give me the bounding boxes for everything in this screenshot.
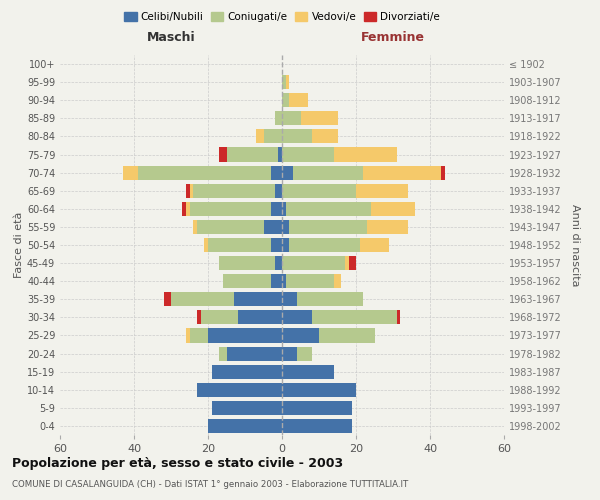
- Bar: [397, 310, 400, 324]
- Bar: [282, 93, 289, 108]
- Bar: [286, 202, 371, 216]
- Bar: [275, 112, 282, 126]
- Bar: [204, 238, 208, 252]
- Bar: [441, 166, 445, 179]
- Bar: [282, 364, 334, 378]
- Text: Maschi: Maschi: [146, 31, 196, 44]
- Bar: [271, 202, 282, 216]
- Y-axis label: Anni di nascita: Anni di nascita: [570, 204, 580, 286]
- Bar: [282, 184, 356, 198]
- Bar: [212, 364, 282, 378]
- Y-axis label: Fasce di età: Fasce di età: [14, 212, 24, 278]
- Bar: [289, 220, 367, 234]
- Bar: [367, 220, 408, 234]
- Bar: [282, 130, 311, 143]
- Bar: [223, 274, 271, 288]
- Bar: [193, 220, 197, 234]
- Bar: [275, 256, 282, 270]
- Bar: [282, 220, 289, 234]
- Bar: [193, 184, 275, 198]
- Bar: [334, 148, 397, 162]
- Bar: [289, 238, 360, 252]
- Bar: [182, 202, 186, 216]
- Bar: [286, 75, 289, 89]
- Text: Femmine: Femmine: [361, 31, 425, 44]
- Text: Popolazione per età, sesso e stato civile - 2003: Popolazione per età, sesso e stato civil…: [12, 458, 343, 470]
- Bar: [301, 112, 337, 126]
- Bar: [227, 148, 278, 162]
- Bar: [311, 130, 337, 143]
- Bar: [311, 310, 397, 324]
- Bar: [319, 328, 374, 342]
- Bar: [171, 292, 234, 306]
- Bar: [275, 184, 282, 198]
- Bar: [186, 328, 190, 342]
- Bar: [282, 202, 286, 216]
- Bar: [345, 256, 349, 270]
- Bar: [282, 75, 286, 89]
- Bar: [197, 220, 263, 234]
- Bar: [227, 346, 282, 360]
- Bar: [282, 112, 301, 126]
- Bar: [219, 346, 227, 360]
- Bar: [137, 166, 271, 179]
- Bar: [200, 310, 238, 324]
- Bar: [334, 274, 341, 288]
- Bar: [364, 166, 441, 179]
- Bar: [219, 148, 227, 162]
- Bar: [212, 401, 282, 415]
- Bar: [190, 184, 193, 198]
- Text: COMUNE DI CASALANGUIDA (CH) - Dati ISTAT 1° gennaio 2003 - Elaborazione TUTTITAL: COMUNE DI CASALANGUIDA (CH) - Dati ISTAT…: [12, 480, 408, 489]
- Legend: Celibi/Nubili, Coniugati/e, Vedovi/e, Divorziati/e: Celibi/Nubili, Coniugati/e, Vedovi/e, Di…: [120, 8, 444, 26]
- Bar: [186, 202, 190, 216]
- Bar: [271, 166, 282, 179]
- Bar: [282, 256, 345, 270]
- Bar: [197, 382, 282, 397]
- Bar: [282, 166, 293, 179]
- Bar: [282, 238, 289, 252]
- Bar: [186, 184, 190, 198]
- Bar: [263, 220, 282, 234]
- Bar: [164, 292, 171, 306]
- Bar: [234, 292, 282, 306]
- Bar: [278, 148, 282, 162]
- Bar: [256, 130, 263, 143]
- Bar: [286, 274, 334, 288]
- Bar: [271, 238, 282, 252]
- Bar: [208, 419, 282, 433]
- Bar: [282, 346, 297, 360]
- Bar: [123, 166, 138, 179]
- Bar: [238, 310, 282, 324]
- Bar: [297, 346, 311, 360]
- Bar: [349, 256, 356, 270]
- Bar: [282, 148, 334, 162]
- Bar: [360, 238, 389, 252]
- Bar: [208, 328, 282, 342]
- Bar: [371, 202, 415, 216]
- Bar: [263, 130, 282, 143]
- Bar: [297, 292, 364, 306]
- Bar: [271, 274, 282, 288]
- Bar: [282, 274, 286, 288]
- Bar: [282, 292, 297, 306]
- Bar: [219, 256, 275, 270]
- Bar: [282, 328, 319, 342]
- Bar: [293, 166, 364, 179]
- Bar: [289, 93, 308, 108]
- Bar: [190, 328, 208, 342]
- Bar: [197, 310, 200, 324]
- Bar: [208, 238, 271, 252]
- Bar: [282, 401, 352, 415]
- Bar: [190, 202, 271, 216]
- Bar: [282, 310, 311, 324]
- Bar: [282, 382, 356, 397]
- Bar: [282, 419, 352, 433]
- Bar: [356, 184, 408, 198]
